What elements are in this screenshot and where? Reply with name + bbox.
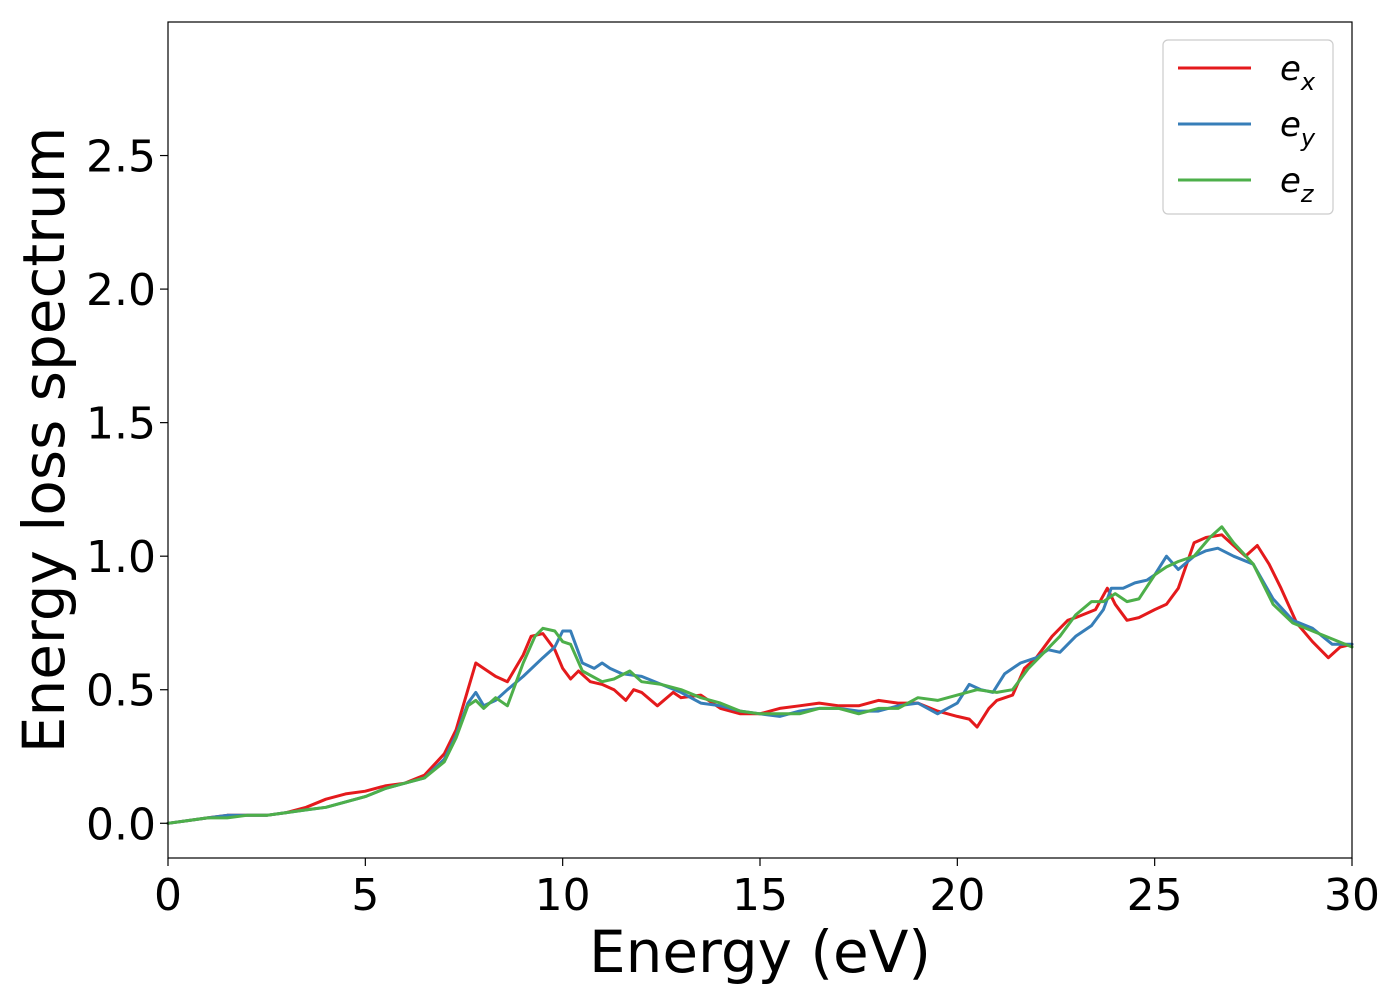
x-tick-label: 25 [1127, 870, 1183, 921]
series-line-ez [166, 525, 1354, 825]
x-axis-label: Energy (eV) [589, 918, 931, 986]
x-tick-label: 15 [732, 870, 788, 921]
y-tick-label: 2.5 [86, 132, 156, 183]
x-tick-label: 5 [351, 870, 379, 921]
y-tick-label: 1.0 [86, 532, 156, 583]
legend-label-ey: ey [1280, 105, 1316, 152]
y-tick-label: 0.0 [86, 799, 156, 850]
legend-label-base: e [1280, 105, 1301, 145]
legend-label-subscript: x [1300, 68, 1316, 96]
x-tick-label: 10 [535, 870, 591, 921]
legend-label-ez: ez [1280, 161, 1315, 208]
x-tick-label: 20 [929, 870, 985, 921]
legend-label-base: e [1280, 161, 1301, 201]
y-tick-label: 0.5 [86, 666, 156, 717]
series-line-ey [166, 546, 1354, 825]
y-axis-label: Energy loss spectrum [10, 127, 78, 753]
x-axis: 0 5 10 15 20 25 30 [154, 858, 1380, 921]
legend-label-subscript: z [1300, 180, 1315, 208]
legend-label-ex: ex [1280, 49, 1316, 96]
series-layer [166, 525, 1354, 825]
series-line-ex [166, 533, 1354, 825]
legend-label-subscript: y [1300, 124, 1316, 152]
y-tick-label: 1.5 [86, 399, 156, 450]
legend-box [1162, 39, 1334, 215]
legend-label-base: e [1280, 49, 1301, 89]
y-axis: 0.0 0.5 1.0 1.5 2.0 2.5 [86, 132, 168, 850]
x-tick-label: 30 [1324, 870, 1380, 921]
x-tick-label: 0 [154, 870, 182, 921]
y-tick-label: 2.0 [86, 265, 156, 316]
